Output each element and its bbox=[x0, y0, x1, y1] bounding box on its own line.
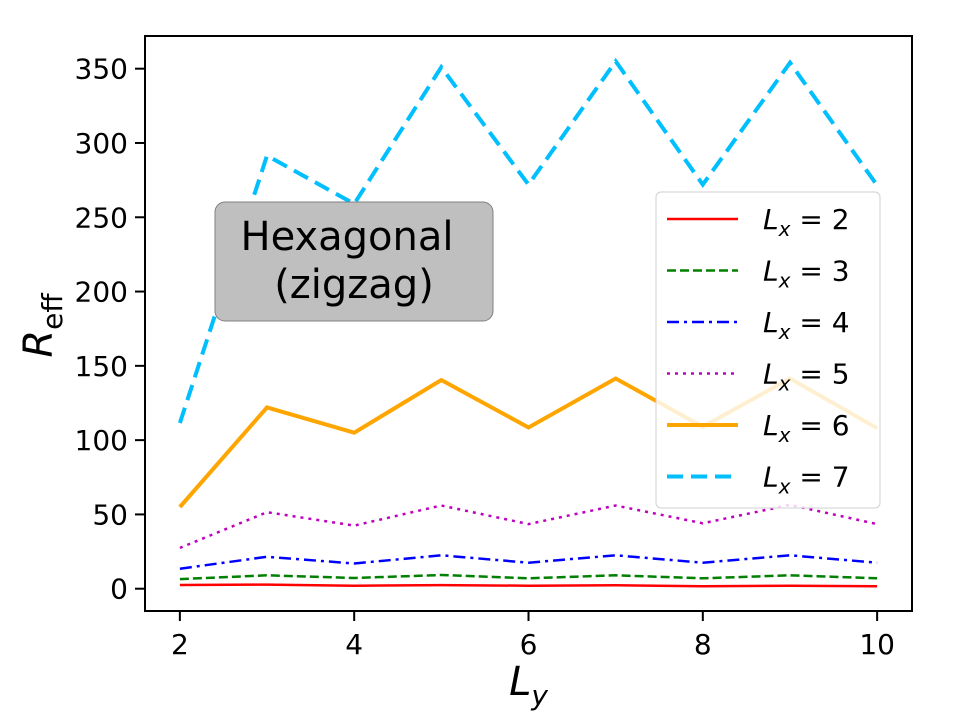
annotation-box: Hexagonal (zigzag) bbox=[214, 201, 494, 322]
series-line-lx-3 bbox=[179, 573, 878, 581]
y-axis-label-sub: eff bbox=[36, 293, 69, 330]
legend-item-lx-7: Lx = 7 bbox=[667, 461, 850, 499]
y-axis-label: Reff bbox=[16, 293, 69, 358]
legend: Lx = 2 Lx = 3 Lx = 4 Lx = 5 Lx = 6 Lx = 7 bbox=[655, 191, 881, 509]
legend-item-lx-5: Lx = 5 bbox=[667, 358, 850, 396]
legend-label: Lx = 3 bbox=[763, 255, 850, 293]
y-tick-label: 250 bbox=[75, 201, 128, 234]
series-line-lx-5 bbox=[179, 503, 878, 550]
legend-label: Lx = 2 bbox=[763, 203, 850, 241]
legend-label: Lx = 4 bbox=[763, 306, 850, 344]
legend-item-lx-2: Lx = 2 bbox=[667, 203, 850, 241]
x-tick-label: 2 bbox=[171, 628, 189, 661]
plot-frame bbox=[144, 35, 913, 612]
legend-item-lx-6: Lx = 6 bbox=[667, 409, 850, 447]
y-tick-label: 150 bbox=[75, 350, 128, 383]
series-line-lx-4 bbox=[179, 554, 878, 570]
annotation-background bbox=[214, 201, 494, 322]
x-axis-label: Ly bbox=[509, 659, 548, 712]
legend-label: Lx = 7 bbox=[763, 461, 850, 499]
y-tick-label: 300 bbox=[75, 127, 128, 160]
x-tick-label: 8 bbox=[694, 628, 712, 661]
legend-label: Lx = 6 bbox=[763, 409, 850, 447]
y-tick-label: 350 bbox=[75, 53, 128, 86]
legend-label: Lx = 5 bbox=[763, 358, 850, 396]
y-tick-label: 100 bbox=[75, 424, 128, 457]
x-axis-label-main: L bbox=[509, 659, 531, 705]
y-tick-label: 200 bbox=[75, 276, 128, 309]
x-tick-label: 10 bbox=[859, 628, 895, 661]
series-line-lx-2 bbox=[179, 583, 878, 588]
y-tick-label: 0 bbox=[110, 573, 128, 606]
x-axis-label-sub: y bbox=[530, 679, 548, 712]
y-tick-label: 50 bbox=[92, 498, 128, 531]
annotation-line-2: (zigzag) bbox=[274, 262, 434, 308]
series-line-lx-7 bbox=[177, 57, 879, 424]
annotation-line-1: Hexagonal bbox=[240, 214, 453, 260]
x-tick-label: 6 bbox=[520, 628, 538, 661]
legend-item-lx-4: Lx = 4 bbox=[667, 306, 850, 344]
legend-item-lx-3: Lx = 3 bbox=[667, 255, 850, 293]
y-axis-label-main: R bbox=[16, 330, 62, 358]
x-tick-label: 4 bbox=[345, 628, 363, 661]
